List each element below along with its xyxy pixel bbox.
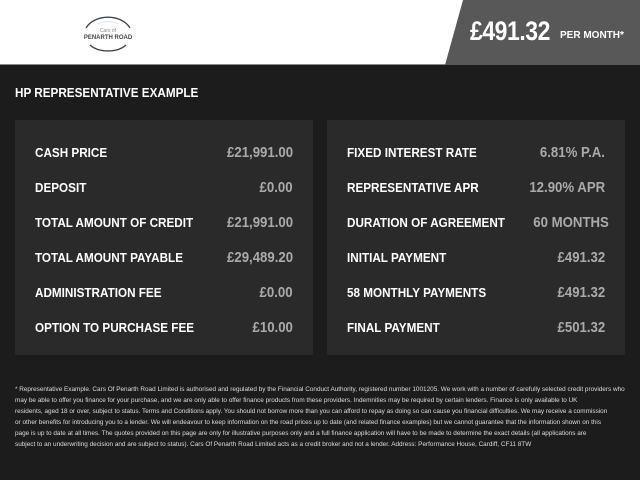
finance-row: DEPOSIT £0.00 — [35, 177, 293, 197]
finance-row: INITIAL PAYMENT £491.32 — [347, 247, 605, 267]
finance-label: REPRESENTATIVE APR — [347, 179, 479, 195]
finance-row: TOTAL AMOUNT OF CREDIT £21,991.00 — [35, 212, 293, 232]
per-month-label: PER MONTH* — [560, 30, 624, 41]
finance-label: DEPOSIT — [35, 179, 87, 195]
left-finance-panel: CASH PRICE £21,991.00 DEPOSIT £0.00 TOTAL AM… — [15, 120, 313, 355]
finance-value: £491.32 — [557, 248, 605, 266]
finance-label: TOTAL AMOUNT PAYABLE — [35, 249, 184, 265]
finance-value: £491.32 — [557, 283, 605, 301]
finance-value: 6.81% P.A. — [539, 143, 605, 161]
finance-label: FINAL PAYMENT — [347, 319, 440, 335]
logo-ring-icon — [85, 16, 131, 52]
price-panel — [445, 0, 640, 65]
header: Cars of PENARTH ROAD £491.32 PER MONTH* — [0, 0, 640, 65]
finance-row: ADMINISTRATION FEE £0.00 — [35, 282, 293, 302]
logo-text-top: Cars of — [99, 28, 117, 34]
finance-row: 58 MONTHLY PAYMENTS £491.32 — [347, 282, 605, 302]
finance-row: DURATION OF AGREEMENT 60 MONTHS — [347, 212, 608, 232]
disclaimer-line: or other benefits for introducing you to… — [15, 419, 602, 426]
finance-label: CASH PRICE — [35, 144, 108, 160]
finance-row: FINAL PAYMENT £501.32 — [347, 317, 605, 337]
finance-label: TOTAL AMOUNT OF CREDIT — [35, 214, 194, 230]
finance-value: £29,489.20 — [226, 248, 293, 266]
finance-label: 58 MONTHLY PAYMENTS — [347, 284, 487, 300]
finance-value: £10.00 — [252, 318, 293, 336]
finance-label: OPTION TO PURCHASE FEE — [35, 319, 195, 335]
disclaimer-line: may be able to offer you finance for you… — [15, 397, 578, 404]
section-title: HP REPRESENTATIVE EXAMPLE — [15, 85, 199, 100]
right-finance-panel: FIXED INTEREST RATE 6.81% P.A. REPRESENTAT… — [327, 120, 625, 355]
finance-value: £21,991.00 — [226, 213, 293, 231]
finance-label: INITIAL PAYMENT — [347, 249, 447, 265]
finance-label: FIXED INTEREST RATE — [347, 144, 477, 160]
finance-value: £21,991.00 — [226, 143, 293, 161]
logo-text-bottom: PENARTH ROAD — [83, 35, 133, 41]
monthly-price: £491.32 — [470, 16, 550, 46]
finance-row: TOTAL AMOUNT PAYABLE £29,489.20 — [35, 247, 293, 267]
finance-row: REPRESENTATIVE APR 12.90% APR — [347, 177, 605, 197]
finance-label: ADMINISTRATION FEE — [35, 284, 162, 300]
logo[interactable]: Cars of PENARTH ROAD — [80, 12, 136, 54]
disclaimer-line: * Representative Example. Cars Of Penart… — [15, 386, 625, 393]
finance-row: OPTION TO PURCHASE FEE £10.00 — [35, 317, 293, 337]
finance-row: CASH PRICE £21,991.00 — [35, 142, 293, 162]
finance-label: DURATION OF AGREEMENT — [347, 214, 505, 230]
finance-value: £0.00 — [259, 178, 293, 196]
finance-value: 60 MONTHS — [532, 213, 609, 231]
disclaimer-line: page is up to date at all times. The quo… — [15, 430, 587, 437]
disclaimer-line: subject to an underwriting decision and … — [15, 441, 532, 448]
finance-row: FIXED INTEREST RATE 6.81% P.A. — [347, 142, 605, 162]
disclaimer: * Representative Example. Cars Of Penart… — [15, 384, 630, 450]
disclaimer-line: residents, aged 18 or over, subject to s… — [15, 408, 608, 415]
finance-value: 12.90% APR — [529, 178, 605, 196]
finance-value: £0.00 — [259, 283, 293, 301]
finance-value: £501.32 — [557, 318, 605, 336]
